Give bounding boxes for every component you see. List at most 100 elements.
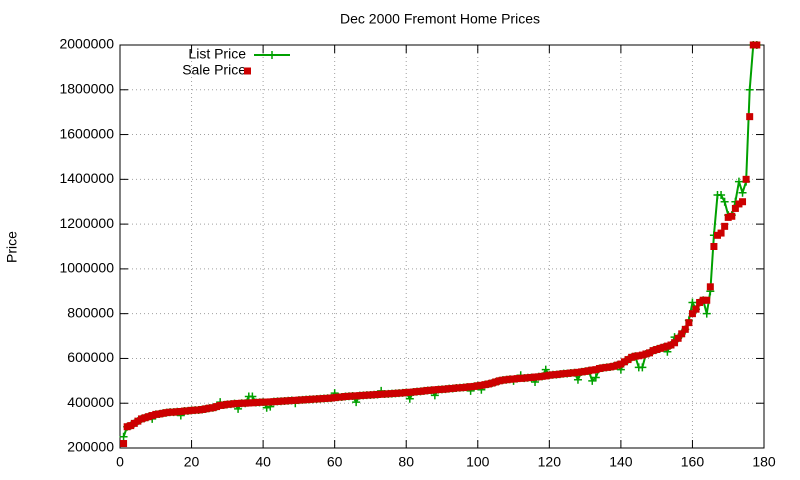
sale-point	[334, 393, 342, 401]
sale-point	[137, 415, 145, 423]
sale-point	[452, 384, 460, 392]
sale-point	[685, 319, 693, 327]
sale-point	[420, 387, 428, 395]
sale-point	[198, 405, 206, 413]
sale-point	[595, 365, 603, 373]
sale-point	[130, 419, 138, 427]
sale-point	[681, 325, 689, 333]
sale-point	[556, 370, 564, 378]
sale-point	[495, 377, 503, 385]
sale-point	[474, 382, 482, 390]
sale-point	[349, 392, 357, 400]
sale-point	[406, 388, 414, 396]
sale-point	[266, 398, 274, 406]
sale-point	[710, 243, 718, 250]
sale-point	[742, 175, 750, 183]
sale-point	[463, 383, 471, 391]
sale-point	[570, 369, 578, 377]
sale-point	[424, 386, 432, 394]
sale-point	[209, 404, 217, 412]
sale-point	[638, 351, 646, 359]
sale-point	[735, 200, 743, 208]
sale-point	[417, 387, 425, 395]
sale-point	[191, 406, 199, 414]
sale-point	[635, 352, 643, 360]
sale-point	[324, 394, 332, 402]
list-point	[720, 197, 729, 206]
legend-marker	[244, 67, 251, 75]
list-point	[541, 365, 550, 374]
x-tick-label: 120	[538, 454, 562, 470]
list-point	[688, 298, 697, 307]
sale-point	[703, 296, 711, 304]
sale-point	[510, 375, 518, 383]
sale-point	[713, 231, 721, 239]
sale-point	[241, 399, 249, 407]
sale-point	[163, 409, 171, 417]
sale-point	[384, 390, 392, 398]
sale-point	[481, 381, 489, 389]
list-point	[591, 373, 600, 382]
sale-point	[724, 213, 732, 221]
x-tick-label: 0	[116, 454, 124, 470]
sale-point	[678, 330, 686, 338]
sale-point	[671, 339, 679, 347]
x-tick-label: 140	[609, 454, 633, 470]
x-tick-label: 180	[752, 454, 776, 470]
sale-point	[395, 389, 403, 397]
sale-point	[427, 386, 435, 394]
sale-point	[617, 360, 625, 368]
sale-point	[588, 366, 596, 374]
sale-point	[477, 381, 485, 389]
sale-point	[202, 405, 210, 413]
y-tick-label: 800000	[67, 304, 114, 320]
sale-point	[696, 298, 704, 306]
sale-point	[220, 401, 228, 409]
sale-point	[506, 375, 514, 383]
sale-point	[263, 398, 271, 406]
sale-point	[166, 408, 174, 416]
sale-point	[706, 283, 714, 291]
sale-point	[456, 384, 464, 392]
sale-point	[603, 363, 611, 371]
sale-point	[195, 406, 203, 414]
sale-point	[295, 396, 303, 404]
sale-point	[341, 393, 349, 401]
sale-point	[381, 390, 389, 398]
sale-point	[345, 392, 353, 400]
list-point	[738, 188, 747, 197]
sale-point	[535, 373, 543, 381]
sale-point	[159, 409, 167, 417]
sale-point	[409, 388, 417, 396]
sale-point	[449, 384, 457, 392]
list-point	[702, 309, 711, 318]
y-tick-label: 400000	[67, 394, 114, 410]
list-point	[745, 85, 754, 94]
sale-point	[127, 422, 135, 430]
sale-point	[545, 371, 553, 379]
sale-point	[552, 371, 560, 379]
y-tick-label: 1000000	[59, 260, 114, 276]
y-tick-label: 200000	[67, 439, 114, 455]
list-point	[734, 177, 743, 186]
y-tick-label: 1600000	[59, 125, 114, 141]
list-point	[119, 432, 128, 441]
sale-point	[216, 401, 224, 409]
sale-point	[270, 398, 278, 406]
sale-point	[141, 414, 149, 422]
sale-point	[413, 388, 421, 396]
sale-point	[717, 229, 725, 237]
sale-point	[513, 375, 521, 383]
sale-point	[746, 113, 754, 121]
sale-point	[213, 403, 221, 411]
sale-point	[205, 404, 213, 412]
sale-point	[649, 347, 657, 355]
sale-point	[391, 389, 399, 397]
sale-point	[592, 366, 600, 374]
sale-point	[252, 399, 260, 407]
sale-point	[399, 389, 407, 397]
sale-point	[434, 386, 442, 394]
chart-title: Dec 2000 Fremont Home Prices	[340, 11, 540, 27]
sale-point	[402, 388, 410, 396]
